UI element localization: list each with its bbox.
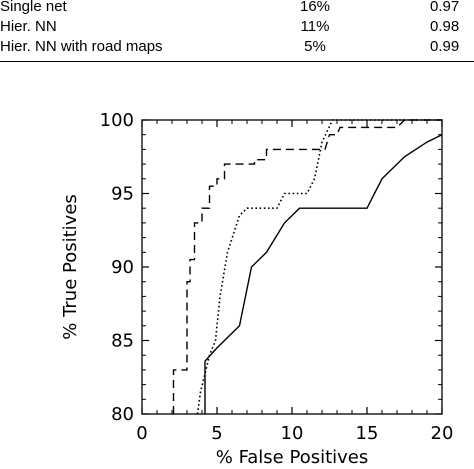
y-tick-label: 80: [111, 404, 134, 425]
y-tick-label: 90: [111, 257, 134, 278]
table-row: Hier. NN with road maps 5% 0.99: [0, 37, 474, 57]
results-table: Single net 16% 0.97 Hier. NN 11% 0.98 Hi…: [0, 0, 474, 58]
table-row: Single net 16% 0.97: [0, 0, 474, 17]
x-tick-label: 10: [281, 423, 304, 444]
x-axis-label: % False Positives: [216, 447, 369, 468]
x-tick-label: 15: [356, 423, 379, 444]
score-cell: 0.99: [430, 38, 460, 55]
y-tick-label: 95: [111, 184, 134, 205]
y-axis-label: % True Positives: [60, 194, 81, 340]
score-cell: 0.98: [430, 18, 460, 35]
series-line-dashed: [172, 119, 442, 414]
x-tick-label: 5: [211, 423, 222, 444]
x-tick-label: 20: [431, 423, 454, 444]
error-cell: 11%: [300, 18, 330, 35]
method-cell: Hier. NN: [0, 18, 57, 35]
series-line-solid: [204, 134, 442, 414]
table-bottom-rule: [0, 61, 474, 62]
table-row: Hier. NN 11% 0.98: [0, 17, 474, 37]
x-tick-label: 0: [136, 423, 147, 444]
y-tick-label: 85: [111, 331, 134, 352]
method-cell: Hier. NN with road maps: [0, 38, 163, 55]
y-tick-label: 100: [100, 110, 134, 131]
series-line-dotted: [196, 119, 442, 414]
error-cell: 5%: [304, 38, 326, 55]
error-cell: 16%: [299, 0, 331, 15]
score-cell: 0.97: [430, 0, 460, 15]
method-cell: Single net: [0, 0, 67, 15]
